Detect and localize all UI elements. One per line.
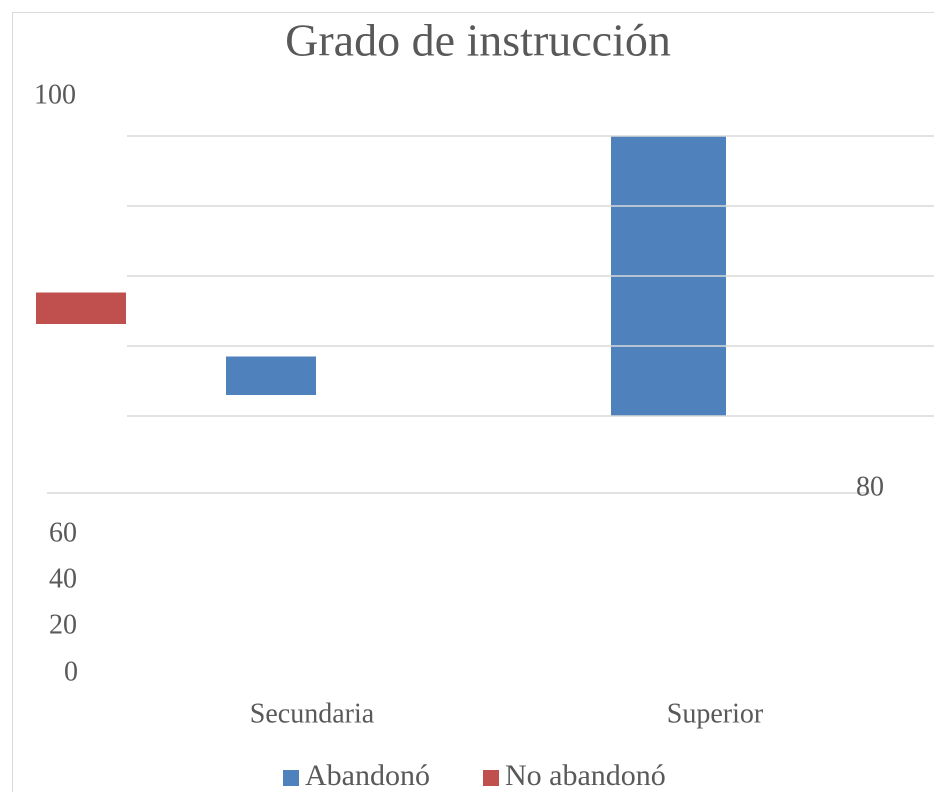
legend-label: No abandonó	[505, 759, 666, 792]
y-tick-label: 100	[34, 79, 76, 110]
bar	[226, 356, 316, 395]
y-tick-label: 80	[856, 471, 884, 502]
bar	[36, 292, 126, 324]
legend-label: Abandonó	[305, 759, 430, 792]
y-tick-label: 0	[64, 656, 78, 687]
x-tick-label: Secundaria	[250, 698, 375, 729]
chart-title: Grado de instrucción	[285, 15, 671, 66]
y-tick-label: 20	[49, 609, 77, 640]
chart-border	[12, 12, 934, 792]
y-tick-label: 40	[49, 563, 77, 594]
legend-swatch	[483, 770, 499, 786]
y-tick-label: 60	[49, 517, 77, 548]
x-tick-label: Superior	[667, 698, 764, 729]
legend-swatch	[283, 770, 299, 786]
